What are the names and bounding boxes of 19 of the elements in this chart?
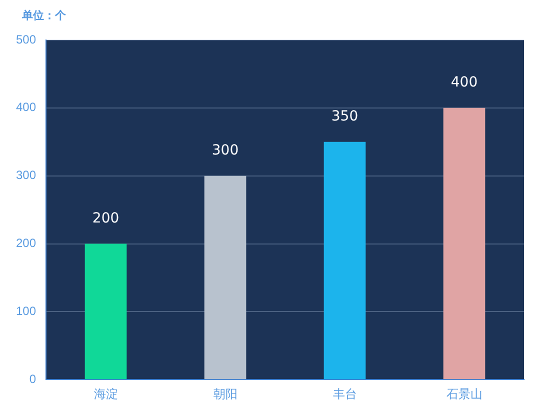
data-label: 400 xyxy=(450,74,478,91)
x-tick-label: 丰台 xyxy=(332,387,357,402)
y-axis-title: 单位：个 xyxy=(22,8,66,23)
bar xyxy=(443,108,486,380)
bar xyxy=(204,176,246,380)
bar xyxy=(84,244,127,380)
x-tick-label: 朝阳 xyxy=(213,387,238,402)
x-tick-label: 海淀 xyxy=(94,387,118,402)
y-tick-label: 500 xyxy=(16,32,36,46)
y-tick-label: 100 xyxy=(16,304,36,318)
y-tick-label: 300 xyxy=(16,168,36,182)
y-tick-label: 0 xyxy=(29,372,36,386)
bar xyxy=(324,142,366,380)
data-label: 300 xyxy=(212,142,239,158)
y-tick-label: 200 xyxy=(16,236,36,250)
x-tick-label: 石景山 xyxy=(446,387,482,402)
y-tick-label: 400 xyxy=(16,100,36,114)
data-label: 350 xyxy=(331,108,358,125)
data-label: 200 xyxy=(92,210,120,226)
